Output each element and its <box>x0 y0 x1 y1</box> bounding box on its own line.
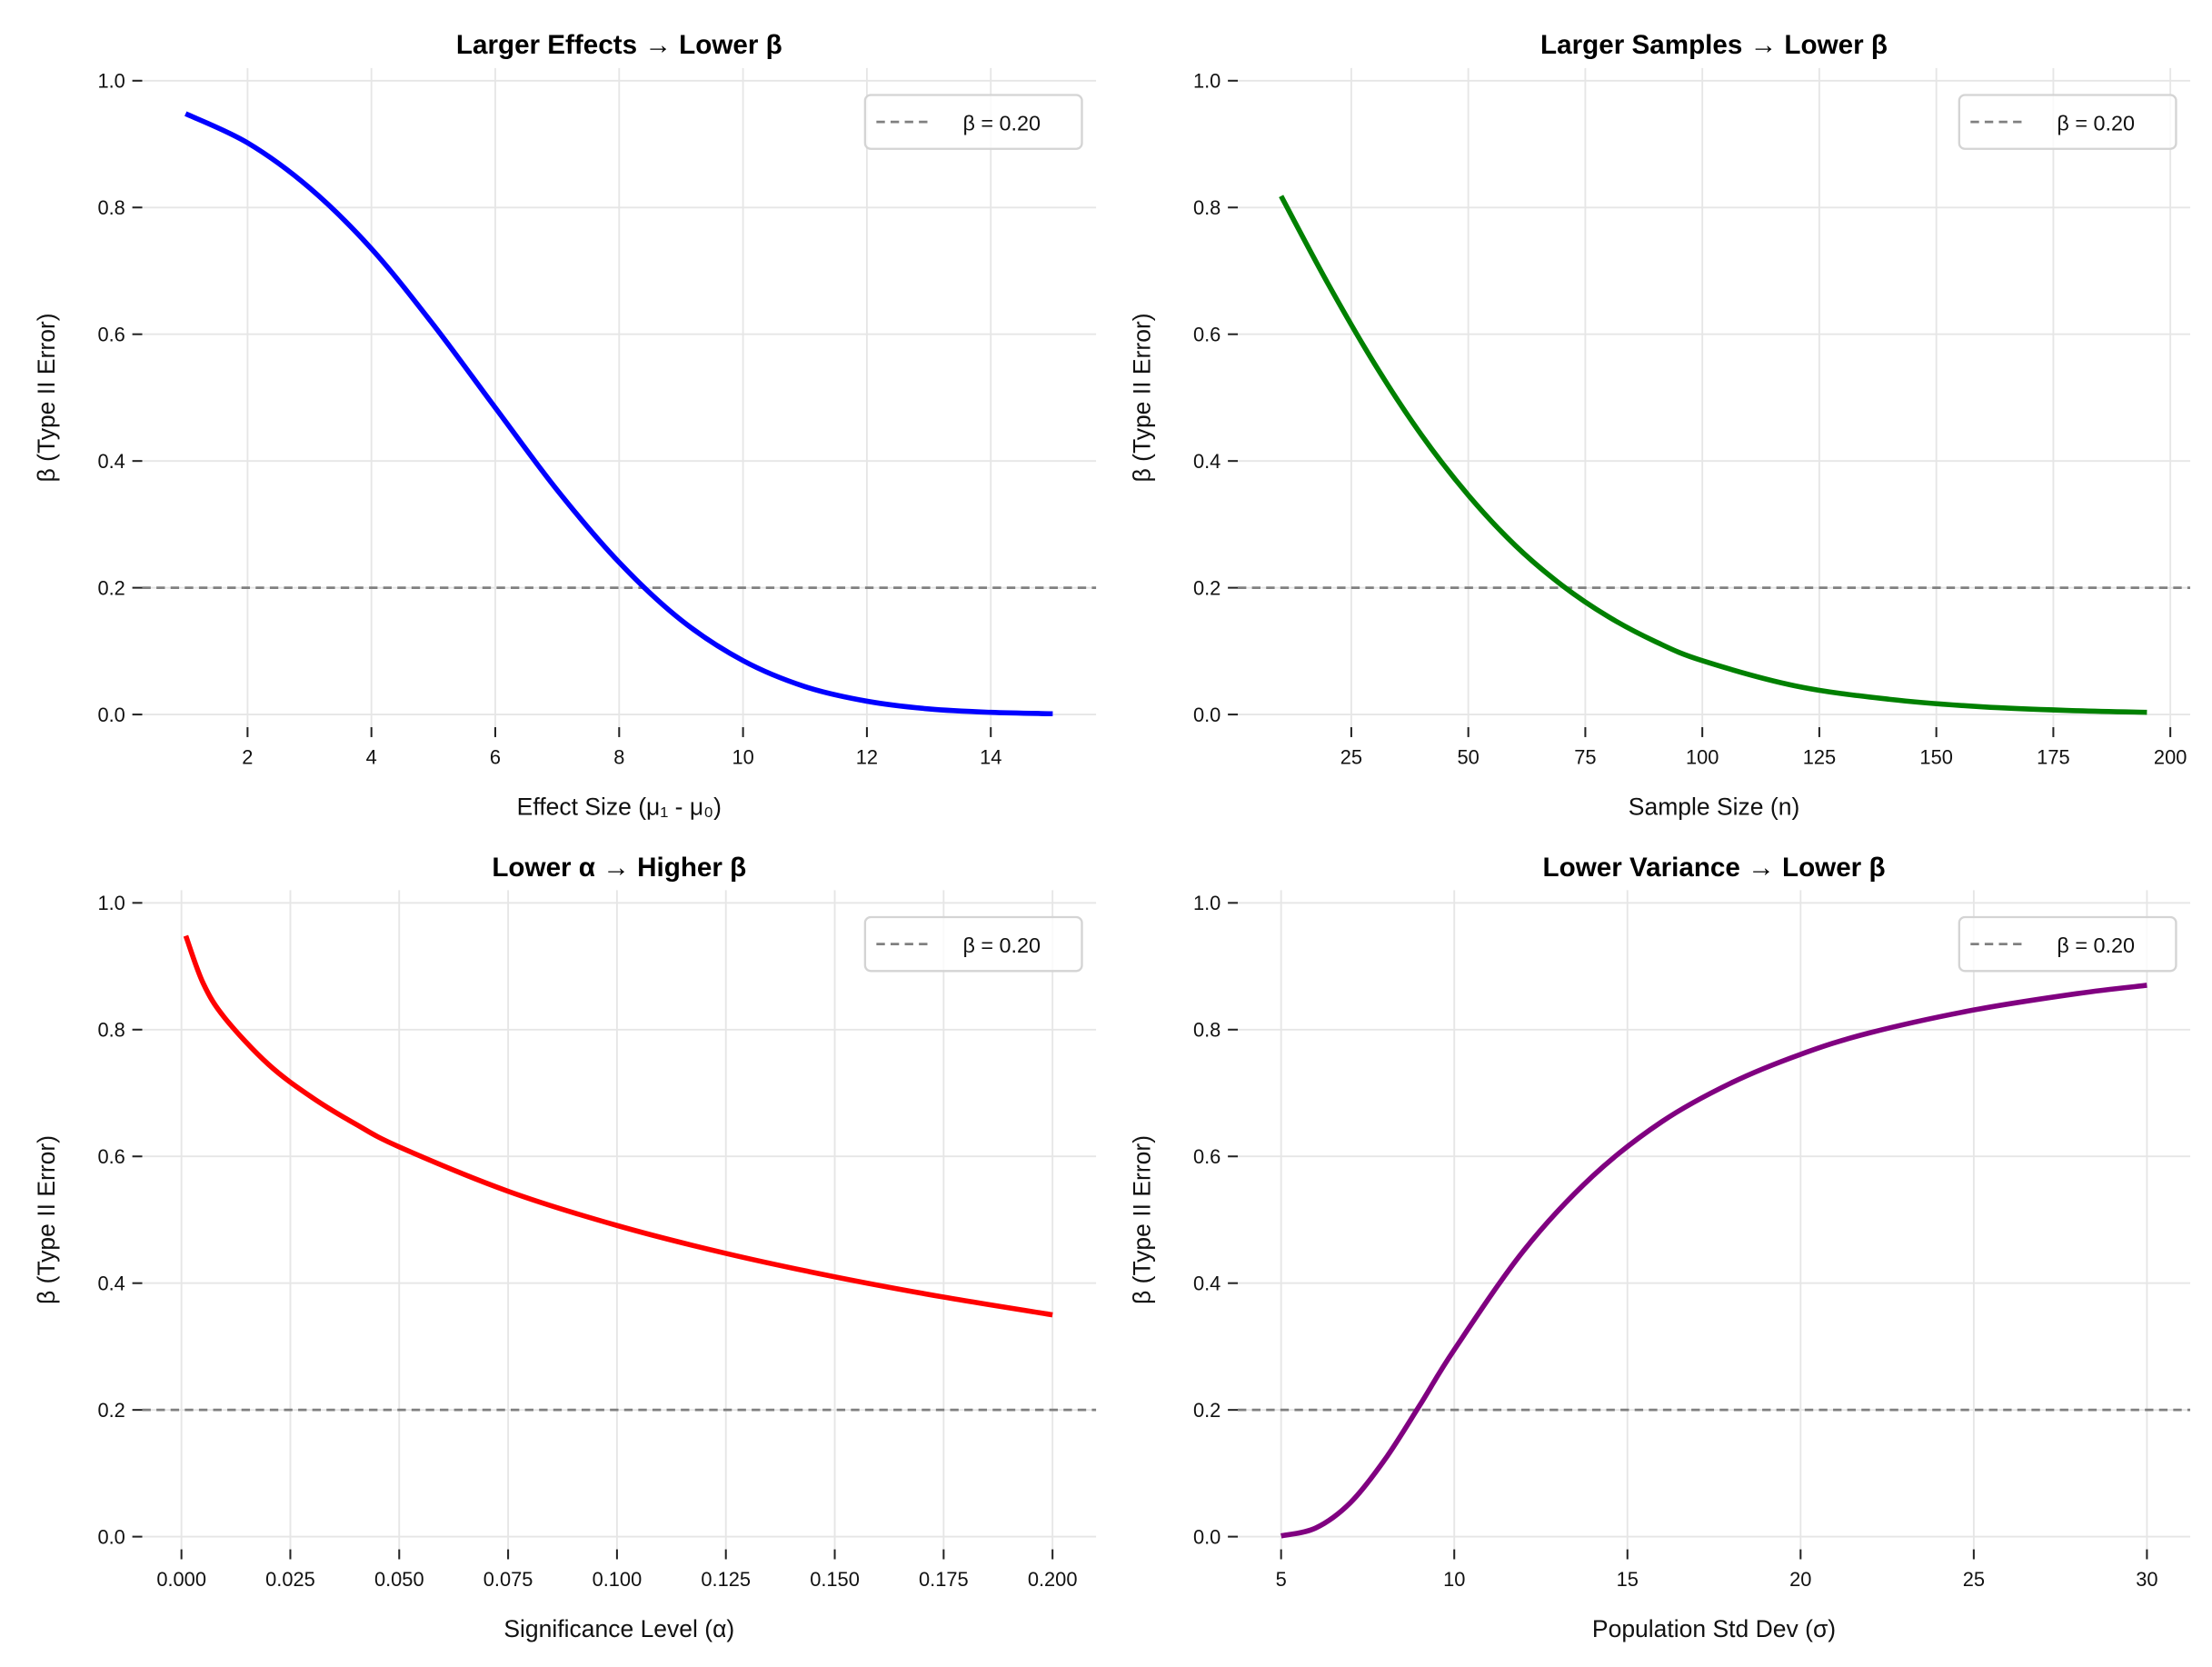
legend-label: β = 0.20 <box>962 111 1041 135</box>
y-tick-label: 0.8 <box>97 1019 125 1042</box>
legend-box <box>1958 915 2177 973</box>
subplot-4: 0.0 0.2 0.4 0.6 0.8 1.0 5 10 15 20 25 30 β = 0.20 Low… <box>1128 853 2191 1642</box>
x-tick-label: 4 <box>366 746 377 769</box>
x-tick-label: 25 <box>1963 1568 1985 1591</box>
beta-curve <box>183 934 1053 1318</box>
y-tick-label: 0.2 <box>97 1399 125 1422</box>
x-tick-label: 0.125 <box>701 1568 751 1591</box>
x-tick-label: 10 <box>732 746 753 769</box>
x-tick-label: 0.050 <box>374 1568 424 1591</box>
x-tick-label: 30 <box>2136 1568 2157 1591</box>
subplot-2: 0.0 0.2 0.4 0.6 0.8 1.0 25 50 75 100 125 150 175 200 β… <box>1128 30 2191 821</box>
y-tick-label: 0.8 <box>1193 196 1221 219</box>
y-tick-label: 1.0 <box>97 70 125 93</box>
x-tick-label: 0.150 <box>810 1568 860 1591</box>
x-tick-label: 75 <box>1574 746 1596 769</box>
y-tick-label: 0.8 <box>97 196 125 219</box>
x-tick-label: 8 <box>613 746 624 769</box>
x-tick-label: 100 <box>1686 746 1719 769</box>
x-tick-label: 15 <box>1617 1568 1639 1591</box>
y-tick-label: 1.0 <box>1193 70 1221 93</box>
x-tick-label: 150 <box>1919 746 1952 769</box>
y-axis-label: β (Type II Error) <box>33 1135 60 1304</box>
legend: β = 0.20 <box>863 915 1083 973</box>
x-axis-label: Effect Size (μ₁ - μ₀) <box>517 794 722 821</box>
y-tick-label: 0.0 <box>97 1525 125 1548</box>
y-tick-label: 0.6 <box>1193 324 1221 346</box>
y-tick-label: 0.2 <box>1193 1399 1221 1422</box>
y-tick-label: 0.6 <box>97 1145 125 1168</box>
beta-curve <box>1280 983 2147 1539</box>
y-tick-label: 0.0 <box>97 704 125 726</box>
y-tick-label: 0.4 <box>97 450 125 473</box>
legend-label: β = 0.20 <box>2057 111 2135 135</box>
x-tick-label: 200 <box>2154 746 2187 769</box>
y-tick-label: 0.0 <box>1193 1525 1221 1548</box>
x-tick-label: 5 <box>1276 1568 1287 1591</box>
subplot-title: Lower Variance → Lower β <box>1543 853 1886 883</box>
legend-box <box>1958 94 2177 150</box>
x-tick-label: 175 <box>2037 746 2069 769</box>
subplot-title: Lower α → Higher β <box>492 853 746 883</box>
x-tick-label: 10 <box>1443 1568 1465 1591</box>
y-tick-label: 0.4 <box>97 1272 125 1294</box>
y-tick-label: 0.0 <box>1193 704 1221 726</box>
legend-label: β = 0.20 <box>2057 933 2135 957</box>
y-tick-label: 0.4 <box>1193 1272 1221 1294</box>
y-tick-label: 0.2 <box>97 576 125 599</box>
x-axis-label: Significance Level (α) <box>503 1615 734 1642</box>
legend: β = 0.20 <box>863 94 1083 150</box>
y-axis-label: β (Type II Error) <box>1128 313 1155 482</box>
legend: β = 0.20 <box>1958 94 2177 150</box>
x-axis-label: Sample Size (n) <box>1629 794 1800 821</box>
y-tick-label: 0.2 <box>1193 576 1221 599</box>
y-axis-label: β (Type II Error) <box>33 313 60 482</box>
y-tick-label: 1.0 <box>97 892 125 914</box>
x-tick-label: 2 <box>242 746 253 769</box>
x-tick-label: 6 <box>490 746 501 769</box>
beta-curve <box>184 111 1053 717</box>
y-tick-label: 0.8 <box>1193 1019 1221 1042</box>
x-tick-label: 0.100 <box>593 1568 643 1591</box>
x-tick-label: 0.075 <box>483 1568 533 1591</box>
y-tick-label: 1.0 <box>1193 892 1221 914</box>
x-axis-label: Population Std Dev (σ) <box>1592 1615 1836 1642</box>
x-tick-label: 50 <box>1458 746 1480 769</box>
x-tick-label: 0.025 <box>265 1568 315 1591</box>
x-tick-label: 20 <box>1789 1568 1811 1591</box>
legend-box <box>863 94 1083 150</box>
x-tick-label: 0.200 <box>1028 1568 1078 1591</box>
subplot-title: Larger Samples → Lower β <box>1540 30 1888 60</box>
y-tick-label: 0.6 <box>97 324 125 346</box>
x-tick-label: 12 <box>856 746 878 769</box>
legend-label: β = 0.20 <box>962 933 1041 957</box>
subplot-title: Larger Effects → Lower β <box>456 30 782 60</box>
x-tick-label: 0.000 <box>156 1568 206 1591</box>
y-tick-label: 0.6 <box>1193 1145 1221 1168</box>
y-axis-label: β (Type II Error) <box>1128 1135 1155 1304</box>
subplot-3: 0.0 0.2 0.4 0.6 0.8 1.0 0.000 0.025 0.050 0.075 0.… <box>33 853 1097 1642</box>
subplot-1: 0.0 0.2 0.4 0.6 0.8 1.0 2 4 6 8 10 12 14 β = 0.20 Larg… <box>33 30 1097 821</box>
y-tick-label: 0.4 <box>1193 450 1221 473</box>
x-tick-label: 0.175 <box>919 1568 969 1591</box>
legend-box <box>863 915 1083 973</box>
x-tick-label: 125 <box>1803 746 1836 769</box>
legend: β = 0.20 <box>1958 915 2177 973</box>
beta-curve <box>1279 195 2147 715</box>
x-tick-label: 25 <box>1340 746 1362 769</box>
x-tick-label: 14 <box>980 746 1001 769</box>
